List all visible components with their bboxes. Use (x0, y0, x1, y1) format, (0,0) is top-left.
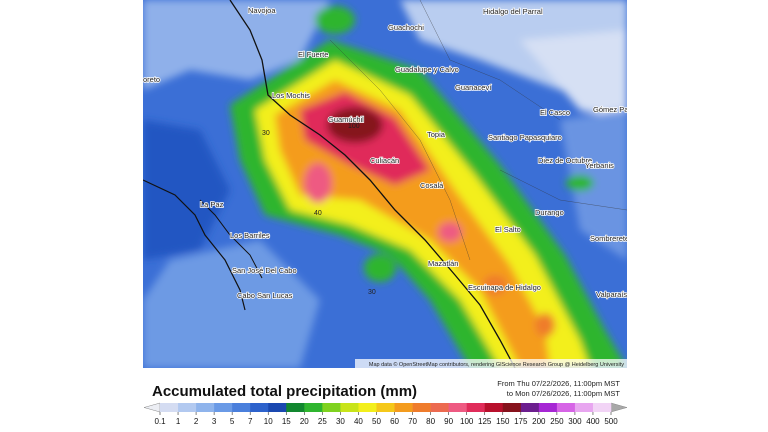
place-label: Gómez Palacio (593, 105, 644, 114)
place-label: La Paz (200, 200, 224, 209)
colorbar-tick-label: 250 (550, 417, 564, 426)
colorbar-swatch (466, 403, 486, 412)
contour-label: 40 (314, 210, 322, 217)
colorbar-tick-label: 50 (372, 417, 381, 426)
colorbar-swatch (178, 403, 197, 412)
place-label: Escuinapa de Hidalgo (468, 283, 541, 292)
colorbar-swatch (160, 403, 179, 412)
place-label: Guadalupe y Calvo (395, 65, 459, 74)
place-label: Guamúchil (328, 115, 364, 124)
place-label: Guanaceví (455, 83, 492, 92)
colorbar-swatch (214, 403, 233, 412)
place-label: Yerbanis (585, 161, 614, 170)
colorbar-tick-label: 0.1 (154, 417, 166, 426)
place-label: Cabo San Lucas (237, 291, 293, 300)
colorbar-swatch (322, 403, 341, 412)
attribution: Map data © OpenStreetMap contributors, r… (369, 361, 624, 368)
colorbar-tick-label: 20 (300, 417, 309, 426)
colorbar-over (610, 402, 628, 413)
colorbar-swatch (484, 403, 504, 412)
place-label: El Salto (495, 225, 521, 234)
colorbar-tick-label: 70 (408, 417, 417, 426)
place-label: Santiago Papasquiaro (488, 133, 562, 142)
place-label: Los Mochis (272, 91, 310, 100)
place-label: Mazatlán (428, 259, 458, 268)
colorbar-swatch (286, 403, 305, 412)
place-label: Culiacán (370, 156, 399, 165)
colorbar-swatch (394, 403, 413, 412)
period-to: to Mon 07/26/2026, 11:00pm MST (507, 389, 621, 398)
colorbar-swatch (196, 403, 215, 412)
colorbar-swatch (520, 403, 540, 412)
colorbar-swatch (358, 403, 377, 412)
legend-title: Accumulated total precipitation (mm) (152, 383, 417, 400)
colorbar-tick-label: 125 (478, 417, 492, 426)
map: Navojoa Hidalgo del Parral Guachochi El … (143, 0, 644, 368)
colorbar-swatch (592, 403, 612, 412)
place-label: Navojoa (248, 6, 276, 15)
place-label: Topia (427, 130, 446, 139)
colorbar-swatch (574, 403, 594, 412)
colorbar-tick-label: 25 (318, 417, 327, 426)
place-label: El Fuerte (298, 50, 328, 59)
colorbar-tick-label: 15 (282, 417, 291, 426)
colorbar: 0.1 1 2 3 5 7 10 15 20 25 30 40 50 60 70 80 90 100 125 150 1… (143, 402, 628, 426)
colorbar-tick-label: 400 (586, 417, 600, 426)
place-label: Los Barriles (230, 231, 270, 240)
colorbar-swatch (448, 403, 467, 412)
place-label: Sombrerete (590, 234, 629, 243)
colorbar-tick-label: 40 (354, 417, 363, 426)
colorbar-tick-label: 90 (444, 417, 453, 426)
colorbar-tick-label: 200 (532, 417, 546, 426)
colorbar-swatch (538, 403, 558, 412)
place-label: San José Del Cabo (232, 266, 297, 275)
place-label: El Casco (540, 108, 570, 117)
place-label: Durango (535, 208, 564, 217)
colorbar-under (143, 402, 161, 413)
colorbar-swatch (304, 403, 323, 412)
colorbar-swatch (430, 403, 449, 412)
colorbar-tick-label: 30 (336, 417, 345, 426)
colorbar-tick-label: 100 (460, 417, 474, 426)
colorbar-tick-label: 60 (390, 417, 399, 426)
place-label: Valparaíso (596, 290, 631, 299)
colorbar-tick-label: 10 (264, 417, 273, 426)
colorbar-swatch (232, 403, 251, 412)
colorbar-tick-label: 80 (426, 417, 435, 426)
colorbar-tick-label: 3 (212, 417, 217, 426)
place-label: Cosalá (420, 181, 444, 190)
colorbar-swatch (250, 403, 269, 412)
colorbar-swatch (268, 403, 287, 412)
contour-label: 30 (262, 130, 270, 137)
colorbar-tick-label: 150 (496, 417, 510, 426)
place-label: Hidalgo del Parral (483, 7, 543, 16)
colorbar-tick-label: 2 (194, 417, 199, 426)
place-label: Guachochi (388, 23, 424, 32)
colorbar-tick-label: 300 (568, 417, 582, 426)
colorbar-tick-label: 175 (514, 417, 528, 426)
colorbar-swatch (340, 403, 359, 412)
period-from: From Thu 07/22/2026, 11:00pm MST (497, 379, 620, 388)
place-label: Diez de Octubre (538, 156, 592, 165)
colorbar-swatch (412, 403, 431, 412)
contour-label: 30 (368, 289, 376, 296)
colorbar-tick-label: 5 (230, 417, 235, 426)
colorbar-tick-label: 1 (176, 417, 181, 426)
colorbar-tick-label: 500 (604, 417, 618, 426)
colorbar-swatch (376, 403, 395, 412)
contour-label: 100 (348, 123, 360, 130)
colorbar-swatch (556, 403, 576, 412)
colorbar-tick-label: 7 (248, 417, 253, 426)
colorbar-swatch (502, 403, 522, 412)
place-label: oreto (143, 75, 160, 84)
